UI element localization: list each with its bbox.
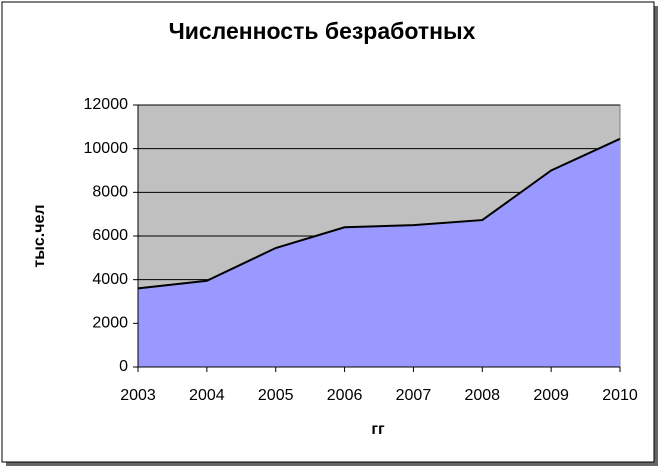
chart-title: Численность безработных <box>169 18 476 44</box>
x-tick-label: 2010 <box>602 387 638 404</box>
x-tick-label: 2003 <box>120 387 156 404</box>
x-axis-label: гг <box>371 421 385 438</box>
x-tick-label: 2005 <box>258 387 294 404</box>
x-tick-label: 2006 <box>327 387 363 404</box>
x-tick-label: 2009 <box>533 387 569 404</box>
y-tick-label: 8000 <box>92 184 128 201</box>
y-tick-label: 0 <box>119 358 128 375</box>
x-tick-label: 2008 <box>464 387 500 404</box>
y-tick-label: 12000 <box>84 96 129 113</box>
y-tick-label: 2000 <box>92 315 128 332</box>
x-tick-label: 2004 <box>189 387 225 404</box>
y-tick-label: 10000 <box>84 140 129 157</box>
area-line <box>137 137 621 290</box>
area <box>138 138 620 367</box>
y-axis-label: тыс.чел <box>31 204 48 267</box>
y-tick-label: 4000 <box>92 271 128 288</box>
y-tick-label: 6000 <box>92 227 128 244</box>
x-tick-label: 2007 <box>396 387 432 404</box>
